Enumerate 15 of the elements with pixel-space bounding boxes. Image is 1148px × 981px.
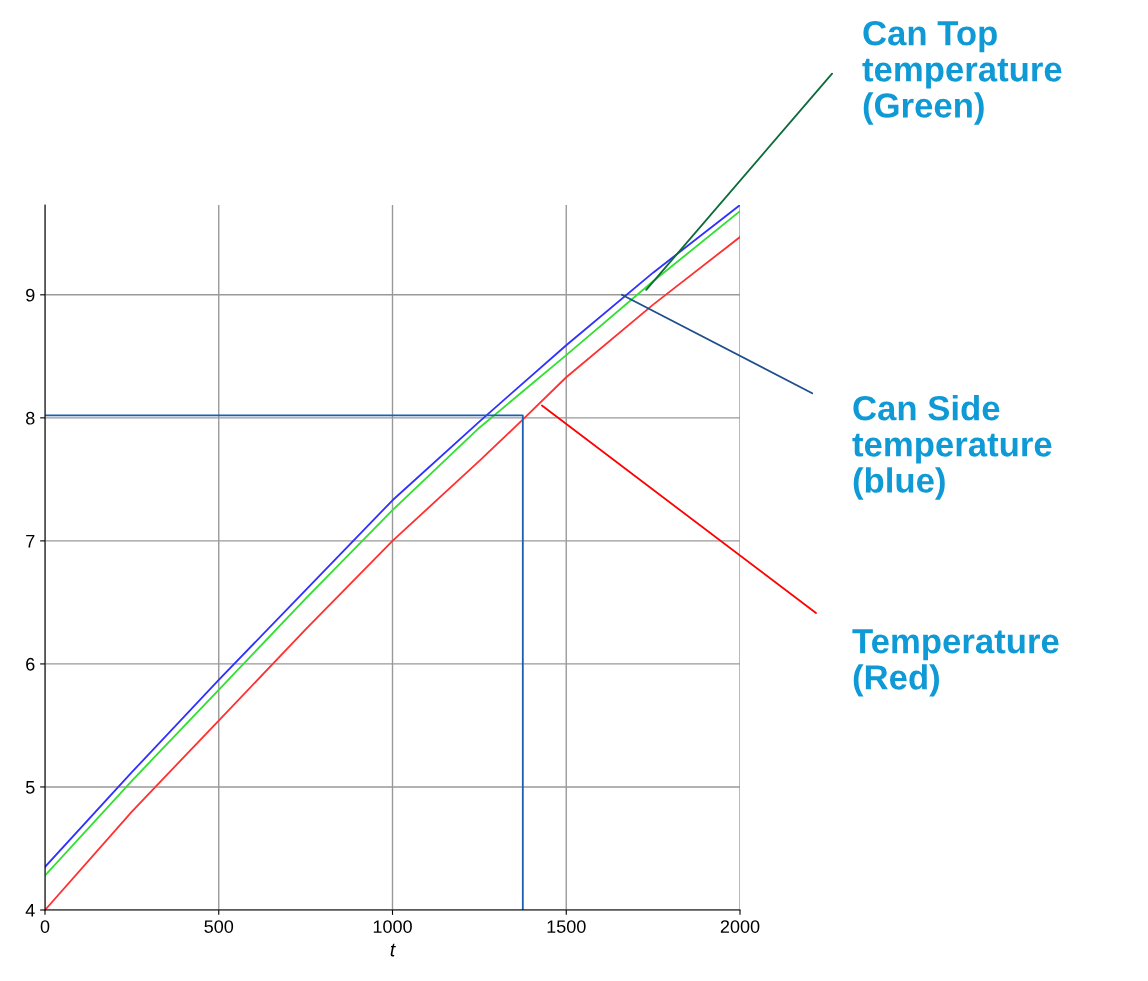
x-tick-label: 500: [204, 920, 234, 933]
annotation: Can Side temperature (blue): [852, 395, 1052, 500]
y-tick-label: 5: [25, 781, 35, 794]
y-tick-label: 9: [26, 288, 35, 302]
x-tick-label: 1000: [373, 920, 412, 933]
y-tick-label: 4: [25, 904, 35, 917]
x-tick-label: 2000: [720, 920, 760, 933]
y-tick-label: 8: [26, 411, 35, 425]
x-axis-title: t: [390, 943, 396, 957]
annotation: Temperature (Red): [852, 629, 1059, 697]
y-tick-label: 6: [26, 657, 35, 671]
x-tick-label: 1500: [547, 920, 586, 933]
annotation: Can Top temperature (Green): [862, 20, 1062, 125]
y-tick-label: 7: [26, 535, 35, 548]
x-tick-label: 0: [40, 920, 50, 933]
